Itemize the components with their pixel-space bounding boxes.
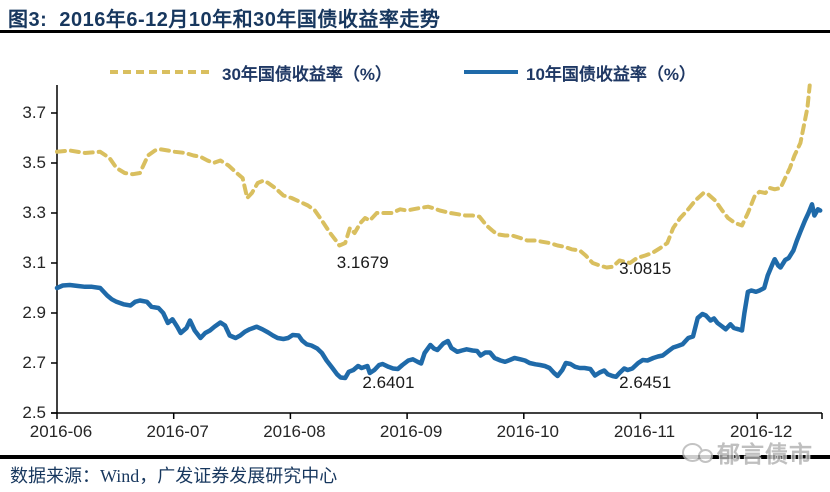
y-tick-label: 2.5 <box>22 403 46 422</box>
x-tick-label: 2016-10 <box>496 422 559 441</box>
y-tick-label: 2.7 <box>22 353 46 372</box>
legend-label-10y: 10年国债收益率（%） <box>526 64 697 84</box>
x-tick-label: 2016-06 <box>29 422 93 441</box>
figure-title: 图3: 2016年6-12月10年和30年国债收益率走势 <box>8 9 441 31</box>
chat-bubble-small-icon <box>698 449 713 463</box>
legend-entry-30y: 30年国债收益率（%） <box>110 60 392 84</box>
annotation-label: 3.0815 <box>619 259 672 278</box>
annotation-label: 2.6451 <box>619 373 672 392</box>
series-line-10y <box>54 202 823 381</box>
x-tick-label: 2016-09 <box>379 422 443 441</box>
x-tick-label: 2016-08 <box>263 422 326 441</box>
x-tick-label: 2016-11 <box>613 422 676 441</box>
annotation-label: 2.6401 <box>362 373 415 392</box>
footer-divider-rule <box>0 455 830 459</box>
legend-swatch-dashed-30y <box>110 70 214 74</box>
watermark-text: 郁言债市 <box>717 441 813 467</box>
y-tick-label: 3.1 <box>22 253 46 272</box>
annotation-label: 3.1679 <box>336 253 389 272</box>
title-divider-rule <box>0 30 830 33</box>
legend-swatch-solid-10y <box>464 70 518 74</box>
legend-entry-10y: 10年国债收益率（%） <box>464 60 696 84</box>
y-tick-label: 3.3 <box>22 203 46 222</box>
y-tick-label: 3.5 <box>22 153 46 172</box>
chart-legend: 30年国债收益率（%） 10年国债收益率（%） <box>0 60 830 84</box>
legend-label-30y: 30年国债收益率（%） <box>222 64 393 84</box>
watermark: 郁言债市 <box>682 435 813 469</box>
y-tick-label: 2.9 <box>22 303 46 322</box>
series-line-30y <box>55 83 812 270</box>
x-tick-label: 2016-07 <box>146 422 209 441</box>
data-source-note: 数据来源：Wind，广发证券发展研究中心 <box>10 466 338 486</box>
y-tick-label: 3.7 <box>22 103 46 122</box>
x-tick-label: 2016-12 <box>729 422 793 441</box>
